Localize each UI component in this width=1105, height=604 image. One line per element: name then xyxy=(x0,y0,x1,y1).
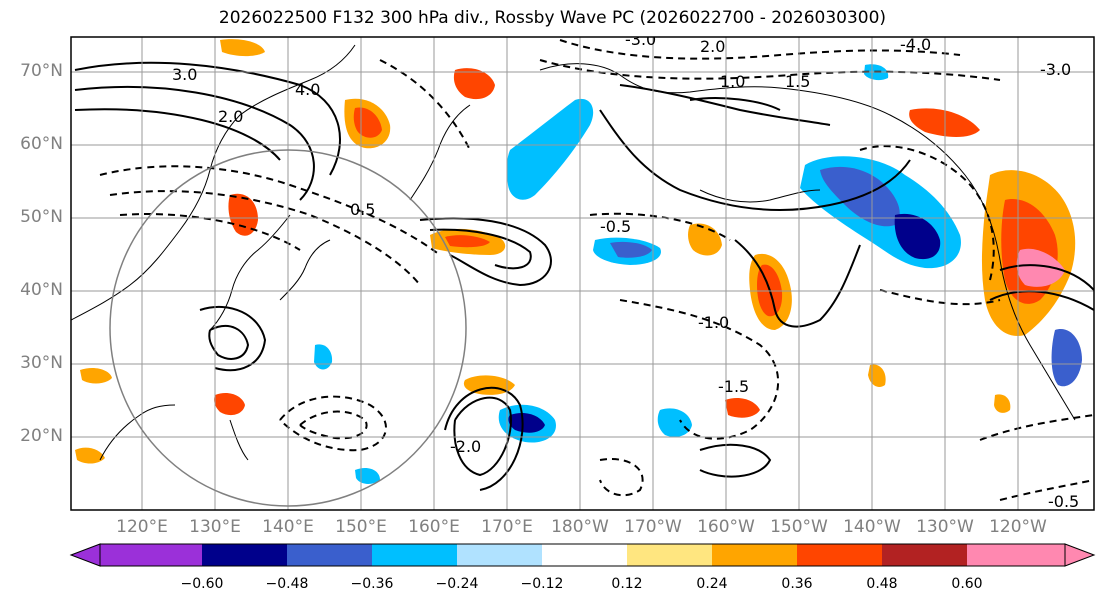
colorbar-tick-label: 0.48 xyxy=(866,576,898,592)
coastlines xyxy=(71,44,1076,461)
colorbar-swatch xyxy=(372,544,457,566)
contour-label: 0.5 xyxy=(350,200,375,219)
colorbar-tick-label: 0.24 xyxy=(696,576,728,592)
colorbar-swatch xyxy=(627,544,712,566)
lon-label: 140°E xyxy=(262,517,314,537)
contour-label: -1.5 xyxy=(718,377,749,396)
lat-label: 20°N xyxy=(20,426,63,446)
contour-label: 2.0 xyxy=(700,37,725,56)
lon-label: 170°E xyxy=(481,517,533,537)
colorbar-swatch xyxy=(712,544,797,566)
colorbar-swatch xyxy=(202,544,287,566)
colorbar-tick-label: 0.12 xyxy=(611,576,643,592)
contour-label: 1.0 xyxy=(720,72,745,91)
plot-title: 2026022500 F132 300 hPa div., Rossby Wav… xyxy=(218,8,887,28)
colorbar-swatch xyxy=(457,544,542,566)
contour-label: -0.5 xyxy=(600,217,631,236)
contour-label: 1.5 xyxy=(785,72,810,91)
colorbar xyxy=(69,543,1096,567)
lat-label: 70°N xyxy=(20,61,63,81)
colorbar-swatch xyxy=(967,544,1065,566)
lon-label: 140°W xyxy=(843,517,901,537)
lon-label: 130°E xyxy=(189,517,241,537)
contour-label: -1.0 xyxy=(698,313,729,332)
contour-labels: 3.0 4.0 2.0 1.0 1.5 0.5 -0.5 -1.0 -1.5 -… xyxy=(172,30,1079,511)
colorbar-arrow-right xyxy=(1064,543,1096,567)
colorbar-swatch xyxy=(100,544,202,566)
colorbar-tick-label: −0.48 xyxy=(265,576,309,592)
contour-label: -3.0 xyxy=(625,30,656,49)
lon-label: 150°W xyxy=(770,517,828,537)
colorbar-tick-label: −0.36 xyxy=(350,576,394,592)
colorbar-tick-label: −0.12 xyxy=(520,576,564,592)
contour-label: -4.0 xyxy=(900,35,931,54)
lon-label: 180°W xyxy=(551,517,609,537)
colorbar-tick-label: −0.60 xyxy=(180,576,224,592)
gridlines xyxy=(71,37,1094,510)
lon-label: 160°W xyxy=(697,517,755,537)
lat-label: 60°N xyxy=(20,134,63,154)
lat-label: 30°N xyxy=(20,353,63,373)
lon-label: 160°E xyxy=(408,517,460,537)
colorbar-arrow-left xyxy=(69,543,101,567)
contour-label: 4.0 xyxy=(295,80,320,99)
lon-label: 120°W xyxy=(989,517,1047,537)
contour-label: -3.0 xyxy=(1040,60,1071,79)
contour-label: 2.0 xyxy=(218,107,243,126)
lon-label: 150°E xyxy=(335,517,387,537)
colorbar-swatch xyxy=(882,544,967,566)
colorbar-tick-label: −0.24 xyxy=(435,576,479,592)
lon-label: 130°W xyxy=(916,517,974,537)
contour-label: -0.5 xyxy=(1048,492,1079,511)
colorbar-swatch xyxy=(542,544,627,566)
contour-label: -2.0 xyxy=(450,437,481,456)
reference-circle xyxy=(109,149,467,507)
contour-label: 3.0 xyxy=(172,65,197,84)
colorbar-outline xyxy=(99,543,1066,567)
lon-label: 120°E xyxy=(116,517,168,537)
map-frame xyxy=(70,36,1095,511)
lon-label: 170°W xyxy=(624,517,682,537)
colorbar-swatch xyxy=(797,544,882,566)
colorbar-tick-label: 0.60 xyxy=(951,576,983,592)
colorbar-tick-label: 0.36 xyxy=(781,576,813,592)
colorbar-swatch xyxy=(287,544,372,566)
lat-label: 40°N xyxy=(20,280,63,300)
lat-label: 50°N xyxy=(20,207,63,227)
